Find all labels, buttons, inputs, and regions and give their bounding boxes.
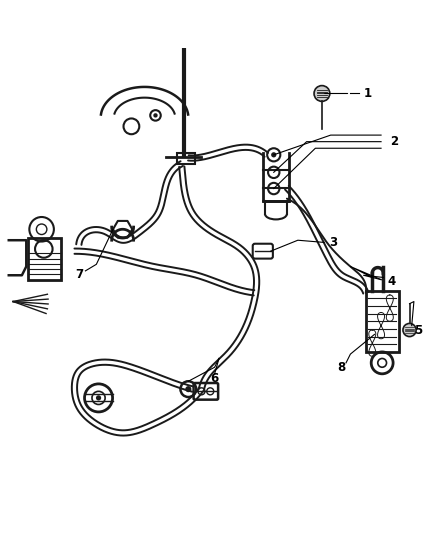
Text: 4: 4 bbox=[388, 276, 396, 288]
Text: 8: 8 bbox=[338, 361, 346, 374]
Text: 3: 3 bbox=[329, 236, 337, 249]
Circle shape bbox=[185, 386, 191, 392]
Text: 6: 6 bbox=[211, 372, 219, 385]
Circle shape bbox=[153, 113, 158, 118]
Bar bbox=[366, 290, 399, 352]
Text: 7: 7 bbox=[75, 268, 83, 281]
Bar bbox=[177, 152, 195, 164]
Bar bbox=[28, 238, 61, 280]
Circle shape bbox=[403, 324, 416, 336]
Circle shape bbox=[314, 86, 330, 101]
Circle shape bbox=[96, 395, 101, 400]
Text: 1: 1 bbox=[364, 87, 372, 100]
Text: 5: 5 bbox=[414, 324, 422, 336]
Circle shape bbox=[271, 152, 276, 157]
Text: 2: 2 bbox=[390, 135, 398, 148]
